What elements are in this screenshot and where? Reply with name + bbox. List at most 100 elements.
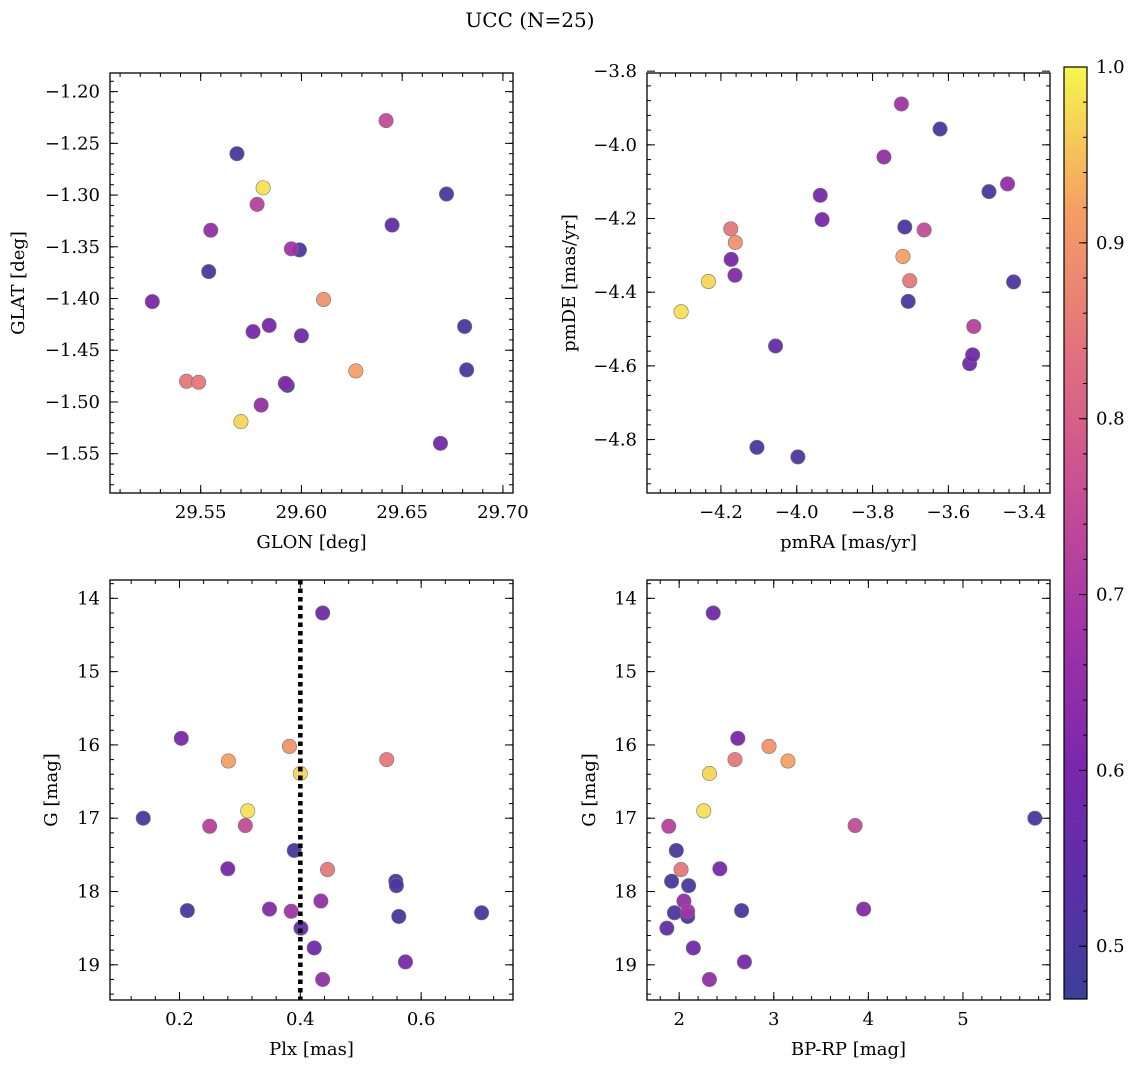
x-tick-label: 29.65 [376,502,428,523]
scatter-point [283,241,299,257]
scatter-point [666,905,682,921]
y-tick-label: −4.2 [593,209,637,230]
scatter-point [812,187,828,203]
scatter-points [144,113,475,451]
y-tick-label: 15 [77,662,100,683]
scatter-point [439,186,455,202]
axis-ticks [647,580,1050,1000]
y-tick-label: 15 [614,662,637,683]
scatter-point [191,374,207,390]
y-tick-label: −3.8 [593,61,637,82]
scatter-point [664,873,680,889]
x-tick-label: −3.4 [1002,502,1046,523]
axes-frame [109,579,514,1001]
scatter-point [245,324,261,340]
y-tick-label: 17 [77,808,100,829]
y-tick-label: −1.20 [45,82,100,103]
scatter-point [814,212,830,228]
scatter-point [673,304,689,320]
panel-proper-motion: −4.2 −4.0 −3.8 −3.6 −3.4 −4.8 −4.6 −4.4 −4.2 −4.0… [559,61,1051,553]
scatter-point [897,219,913,235]
x-tick-label: 5 [957,1009,968,1030]
axes-frame [646,579,1051,1001]
scatter-point [286,842,302,858]
x-tick-label: −4.0 [775,502,819,523]
scatter-point [659,920,675,936]
scatter-points [673,96,1022,465]
scatter-point [292,766,308,782]
y-tick-label: 18 [614,882,637,903]
scatter-point [320,862,336,878]
scatter-point [348,363,364,379]
scatter-point [734,903,750,919]
y-tick-label: −4.4 [593,282,637,303]
scatter-point [681,878,697,894]
y-tick-label: 14 [77,588,100,609]
axis-ticks [647,70,1050,493]
scatter-point [1000,176,1016,192]
y-tick-label: −1.55 [45,444,100,465]
colorbar-tick-label: 0.8 [1096,409,1125,430]
scatter-point [900,293,916,309]
y-tick-label: 19 [614,955,637,976]
scatter-point [768,338,784,354]
x-axis-label: BP-RP [mag] [791,1039,906,1060]
x-tick-label: 29.60 [276,502,328,523]
scatter-point [965,347,981,363]
scatter-point [1006,274,1022,290]
scatter-point [179,903,195,919]
scatter-point [712,861,728,877]
scatter-point [457,318,473,334]
scatter-point [932,121,948,137]
y-tick-label: 17 [614,808,637,829]
scatter-point [856,901,872,917]
y-tick-label: 19 [77,955,100,976]
x-tick-label: 0.2 [165,1009,194,1030]
x-axis-label: pmRA [mas/yr] [780,532,917,553]
scatter-point [391,908,407,924]
x-tick-label: 29.55 [175,502,227,523]
y-tick-label: 18 [77,882,100,903]
scatter-point [384,217,400,233]
scatter-point [761,738,777,754]
colorbar-ticks [1079,66,1087,982]
x-tick-label: 29.70 [477,502,529,523]
axis-ticks [110,580,513,1000]
colorbar: 0.5 0.6 0.7 0.8 0.9 1.0 [1063,57,1125,1000]
scatter-point [237,818,253,834]
scatter-points [659,605,1043,987]
axes-frame [646,72,1051,494]
panel-parallax-magnitude: 0.2 0.4 0.6 14 15 16 17 18 19 Plx [mas] G [mag] [41,579,514,1060]
y-axis-label: G [mag] [579,753,600,826]
scatter-point [680,903,696,919]
scatter-point [668,842,684,858]
scatter-point [277,375,293,391]
scatter-point [749,439,765,455]
y-tick-label: −1.40 [45,289,100,310]
scatter-point [432,435,448,451]
scatter-point [701,766,717,782]
scatter-point [233,414,249,430]
x-tick-label: 4 [863,1009,874,1030]
x-axis-label: Plx [mas] [269,1039,354,1060]
scatter-point [696,803,712,819]
scatter-point [723,251,739,267]
y-tick-label: −1.45 [45,340,100,361]
y-axis-label: G [mag] [41,753,62,826]
axes-frame [109,72,514,494]
axis-ticks [110,73,513,493]
scatter-point [306,940,322,956]
scatter-point [135,810,151,826]
x-tick-label: −3.8 [851,502,895,523]
panel-color-magnitude: 2 3 4 5 14 15 16 17 18 19 BP-RP [mag] G [mag] [579,579,1051,1060]
figure-title: UCC (N=25) [465,8,594,32]
colorbar-tick-label: 0.9 [1096,233,1125,254]
scatter-point [173,730,189,746]
y-tick-label: −1.25 [45,133,100,154]
scatter-point [876,149,892,165]
scatter-point [313,893,329,909]
colorbar-tick-label: 0.6 [1096,760,1125,781]
scatter-point [701,971,717,987]
scatter-point [378,113,394,129]
